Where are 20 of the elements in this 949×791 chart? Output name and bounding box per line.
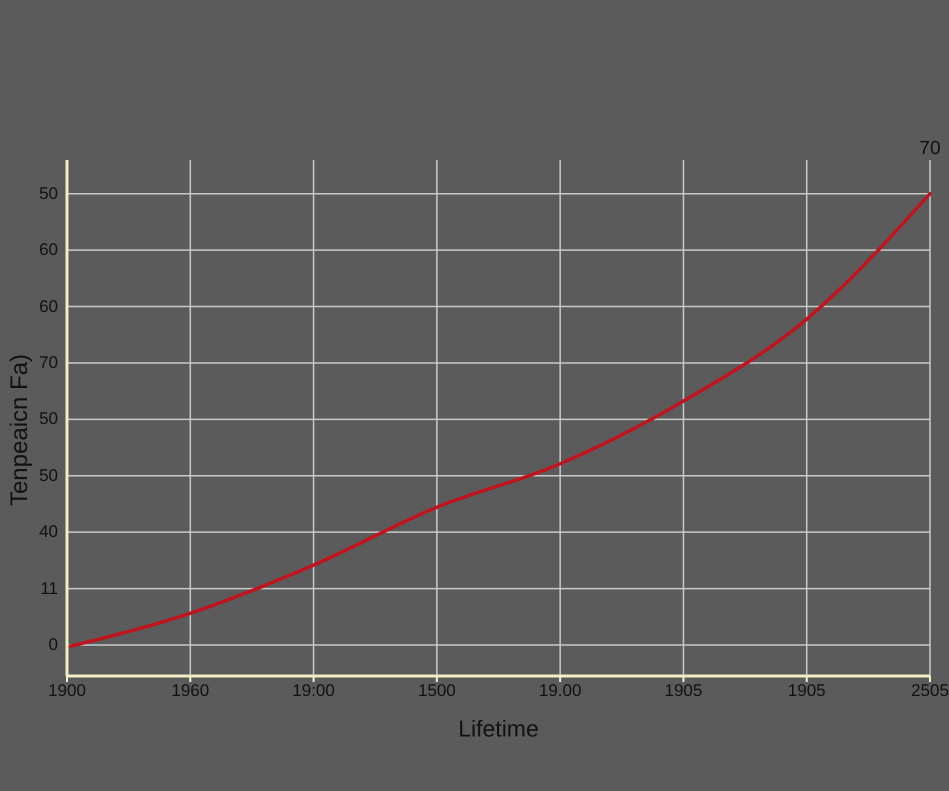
x-tick-label: 19:00 (292, 681, 335, 700)
text: 60 (39, 296, 58, 317)
annotation: 70 (919, 138, 941, 159)
text: 50 (39, 184, 58, 204)
x-tick-label: 19.00 (538, 681, 582, 700)
text: 50 (39, 466, 58, 486)
text: 0 (48, 634, 58, 655)
x-tick-label: 1500 (418, 681, 456, 700)
text: 60 (39, 240, 58, 260)
x-tick-label: 1900 (48, 681, 86, 700)
text: 40 (39, 522, 58, 542)
x-tick-label: 1905 (788, 681, 826, 700)
x-axis-title: Lifetime (458, 715, 539, 742)
text: 70 (39, 352, 58, 373)
x-tick-label: 1960 (171, 681, 210, 700)
text: 50 (39, 409, 58, 430)
y-axis-title: Tenpeaicn Fa) (6, 354, 34, 506)
x-tick-label: 2505 (911, 681, 949, 700)
x-tick-label: 1905 (664, 681, 702, 700)
text: 11 (40, 578, 58, 599)
